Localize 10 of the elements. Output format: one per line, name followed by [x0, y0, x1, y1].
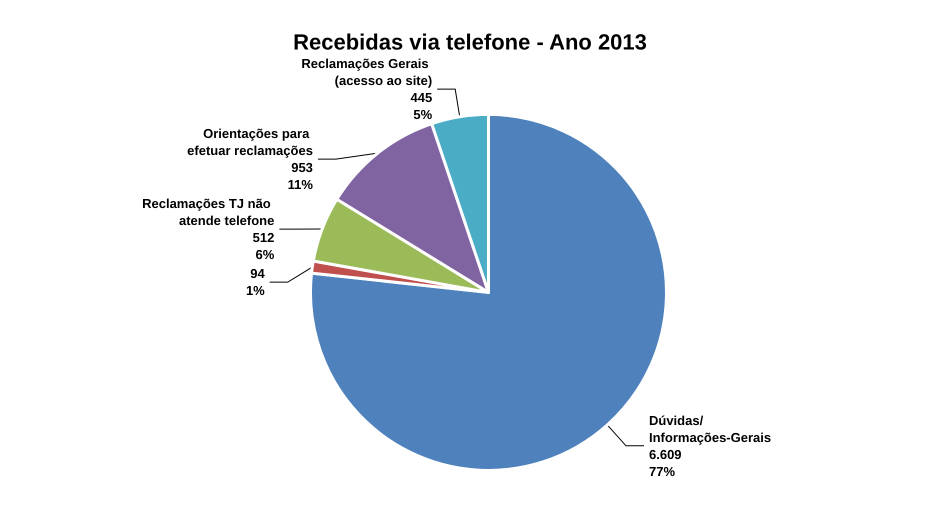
data-label: 953 11%	[288, 160, 314, 192]
data-label: 445 5%	[410, 90, 433, 122]
slice-label: Reclamações TJ não atende telefone	[142, 196, 274, 228]
data-label: 94 1%	[246, 266, 266, 298]
slice-label: Orientações para efetuar reclamações	[187, 126, 313, 158]
slice-label: Dúvidas/ Informações-Gerais	[649, 412, 772, 445]
data-label: 512 6%	[252, 230, 275, 262]
data-label: 6.609 77%	[649, 446, 682, 479]
slice-label: Reclamações Gerais (acesso ao site)	[301, 56, 432, 88]
chart-title: Recebidas via telefone - Ano 2013	[293, 30, 647, 54]
